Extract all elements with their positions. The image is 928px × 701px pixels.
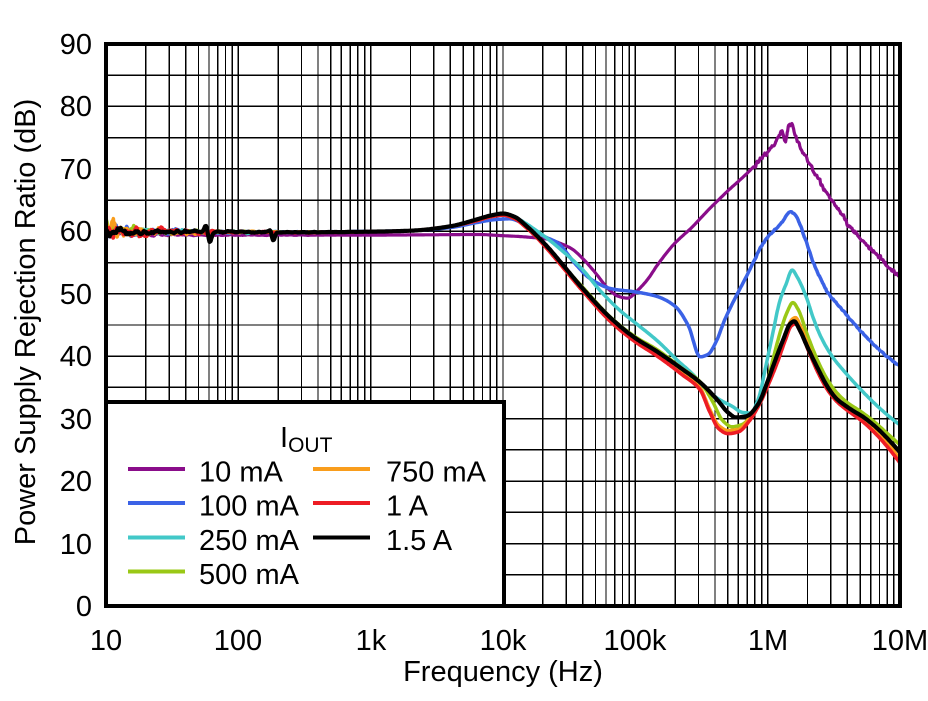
svg-text:500 mA: 500 mA xyxy=(199,559,300,591)
svg-text:10: 10 xyxy=(60,529,92,561)
svg-text:100 mA: 100 mA xyxy=(199,491,300,523)
svg-text:70: 70 xyxy=(60,154,92,186)
svg-text:1M: 1M xyxy=(748,625,788,657)
svg-text:10 mA: 10 mA xyxy=(199,457,283,489)
svg-text:10M: 10M xyxy=(872,625,928,657)
svg-text:100k: 100k xyxy=(604,625,667,657)
svg-text:20: 20 xyxy=(60,466,92,498)
svg-text:0: 0 xyxy=(76,591,92,623)
svg-text:90: 90 xyxy=(60,29,92,61)
svg-text:1 A: 1 A xyxy=(386,491,429,523)
svg-text:60: 60 xyxy=(60,216,92,248)
svg-text:50: 50 xyxy=(60,279,92,311)
svg-text:250 mA: 250 mA xyxy=(199,525,300,557)
svg-text:10: 10 xyxy=(90,625,122,657)
svg-text:750 mA: 750 mA xyxy=(386,457,487,489)
svg-text:40: 40 xyxy=(60,341,92,373)
svg-text:1k: 1k xyxy=(356,625,387,657)
svg-text:Frequency (Hz): Frequency (Hz) xyxy=(403,656,603,688)
svg-text:Power Supply Rejection Ratio (: Power Supply Rejection Ratio (dB) xyxy=(10,99,42,545)
svg-text:1.5 A: 1.5 A xyxy=(386,525,453,557)
svg-text:30: 30 xyxy=(60,404,92,436)
svg-text:80: 80 xyxy=(60,91,92,123)
svg-text:100: 100 xyxy=(214,625,262,657)
svg-text:10k: 10k xyxy=(480,625,527,657)
